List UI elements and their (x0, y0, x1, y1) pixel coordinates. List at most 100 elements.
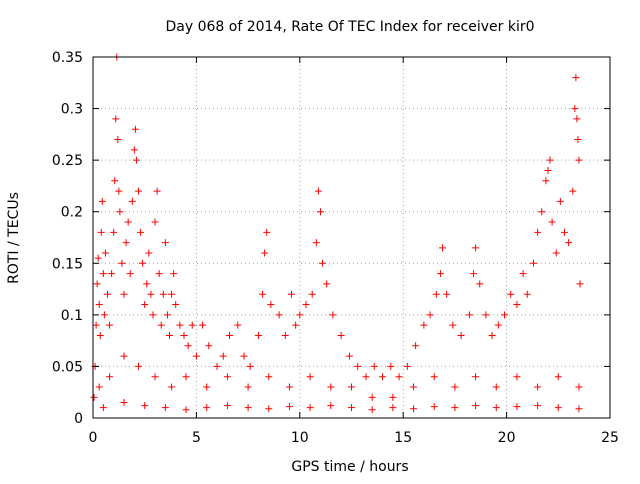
data-point (168, 290, 176, 298)
data-point (134, 362, 142, 370)
data-point (122, 239, 130, 247)
data-point (472, 244, 480, 252)
data-point (312, 239, 320, 247)
data-point (476, 280, 484, 288)
data-point (259, 290, 267, 298)
data-point (306, 373, 314, 381)
data-point (254, 331, 262, 339)
data-point (120, 399, 128, 407)
data-point (172, 301, 180, 309)
data-point (457, 331, 465, 339)
data-point (285, 403, 293, 411)
data-point (306, 404, 314, 412)
data-point (534, 402, 542, 410)
data-point (472, 402, 480, 410)
data-point (205, 342, 213, 350)
data-point (141, 402, 149, 410)
data-point (94, 254, 102, 262)
data-point (574, 136, 582, 144)
data-point (327, 402, 335, 410)
data-point (348, 404, 355, 412)
data-point (472, 373, 480, 381)
data-point (240, 352, 248, 360)
data-point (103, 290, 111, 298)
data-point (507, 290, 515, 298)
data-point (166, 331, 174, 339)
x-tick-label: 25 (601, 430, 619, 446)
data-point (155, 270, 163, 278)
data-point (108, 270, 116, 278)
data-point (337, 331, 345, 339)
data-point (554, 373, 562, 381)
data-point (128, 197, 136, 205)
data-point (544, 166, 552, 174)
data-point (542, 177, 550, 185)
data-point (267, 301, 275, 309)
data-point (114, 136, 122, 144)
data-point (149, 311, 157, 319)
data-point (546, 156, 554, 164)
data-point (100, 311, 108, 319)
data-point (513, 301, 521, 309)
data-point (151, 218, 159, 226)
data-point (370, 362, 378, 370)
data-point (97, 228, 105, 236)
data-point (120, 290, 128, 298)
y-tick-label: 0 (74, 411, 83, 427)
data-point (420, 321, 428, 329)
data-point (180, 331, 188, 339)
x-axis-label: GPS time / hours (291, 459, 408, 475)
data-point (92, 321, 100, 329)
data-point (112, 115, 120, 123)
data-point (163, 311, 171, 319)
data-point (410, 405, 418, 413)
data-point (575, 405, 583, 413)
data-point (572, 74, 580, 82)
data-point (554, 404, 562, 412)
data-point (244, 383, 252, 391)
data-point (95, 383, 103, 391)
data-point (176, 321, 184, 329)
y-tick-label: 0.15 (52, 256, 83, 272)
data-point (465, 311, 473, 319)
data-point (571, 105, 579, 113)
data-point (538, 208, 546, 216)
data-point (436, 270, 444, 278)
data-point (575, 383, 583, 391)
data-point (90, 393, 98, 401)
data-point (288, 290, 296, 298)
data-point (362, 373, 370, 381)
data-point (151, 373, 159, 381)
data-point (134, 187, 142, 195)
data-point (265, 373, 273, 381)
data-point (548, 218, 556, 226)
data-point (387, 362, 395, 370)
x-tick-label: 10 (291, 430, 309, 446)
data-point (263, 228, 271, 236)
data-point (345, 352, 353, 360)
data-point (246, 362, 254, 370)
data-point (261, 249, 269, 257)
x-tick-label: 0 (89, 430, 98, 446)
data-point (492, 383, 500, 391)
data-point (139, 259, 147, 267)
data-point (348, 383, 355, 391)
data-point (219, 352, 227, 360)
data-point (354, 362, 362, 370)
data-point (116, 208, 124, 216)
data-point (168, 383, 176, 391)
data-point (368, 406, 376, 414)
data-point (143, 280, 151, 288)
data-point (430, 403, 438, 411)
data-point (492, 404, 500, 412)
data-point (470, 270, 478, 278)
data-point (438, 244, 446, 252)
data-point (389, 393, 397, 401)
scatter-points (90, 53, 584, 414)
y-axis-label: ROTI / TECUs (6, 192, 22, 284)
data-point (513, 403, 521, 411)
data-point (275, 311, 283, 319)
x-tick-label: 20 (498, 430, 516, 446)
